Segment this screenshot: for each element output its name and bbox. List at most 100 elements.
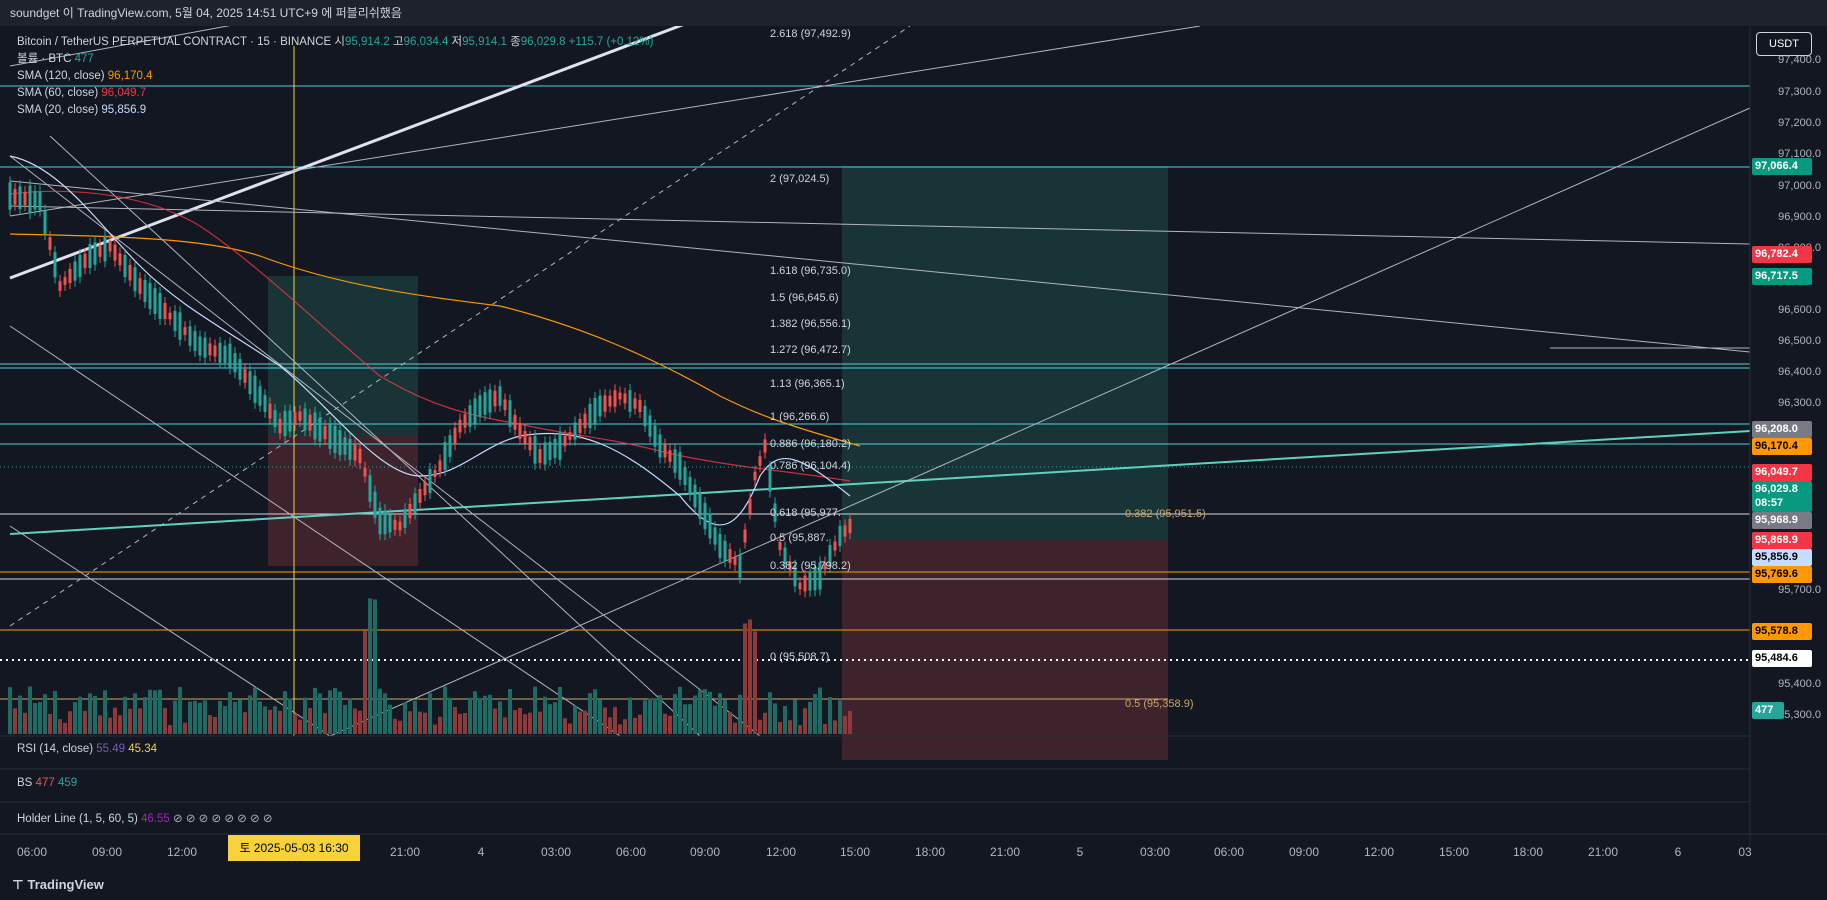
volume-bar (503, 717, 507, 734)
sma-60-line[interactable] (9, 190, 851, 482)
rsi-pane-legend[interactable]: RSI (14, close) 55.49 45.34 (17, 743, 158, 755)
volume-bar (373, 599, 377, 734)
volume-bar (463, 713, 467, 734)
fib-level-label: 0 (95,508.7) (770, 651, 830, 663)
symbol-row[interactable]: Bitcoin / TetherUS PERPETUAL CONTRACT · … (17, 36, 654, 48)
volume-bar (228, 692, 232, 734)
price-tag: 95,484.6 (1752, 650, 1812, 667)
volume-bar (548, 704, 552, 734)
volume-bar (733, 722, 737, 734)
volume-bar (428, 693, 432, 734)
price-axis-label: 96,300.0 (1778, 397, 1821, 409)
time-axis-label: 03 (1738, 845, 1752, 859)
volume-bar (533, 686, 537, 734)
trendline-up-1[interactable] (9, 26, 1201, 217)
volume-bar (63, 722, 67, 734)
price-axis-label: 96,600.0 (1778, 304, 1821, 316)
fib-level-label: 2.618 (97,492.9) (770, 28, 851, 40)
bs-pane-legend[interactable]: BS 477 459 (17, 777, 78, 789)
symbol-title[interactable]: Bitcoin / TetherUS PERPETUAL CONTRACT · … (17, 36, 332, 48)
long-position-profit-zone-2[interactable] (842, 166, 1168, 540)
volume-bar (43, 694, 47, 734)
volume-legend[interactable]: 볼륨 · BTC 477 (17, 53, 94, 65)
sma-20-line[interactable] (9, 155, 851, 526)
fib-level-label: 0.786 (96,104.4) (770, 460, 851, 472)
chart-canvas[interactable] (0, 26, 1827, 846)
trendline-teal[interactable] (9, 430, 1751, 535)
price-tag: 96,029.8 (1752, 481, 1812, 498)
fib-level-label: 0.618 (95,977. (770, 507, 841, 519)
volume-bar (658, 695, 662, 734)
volume-bar (578, 711, 582, 734)
trendline-up-3[interactable] (329, 107, 1751, 737)
fib-level-label: 0.382 (95,951.5) (1125, 508, 1206, 520)
sma-120-line[interactable] (9, 233, 861, 447)
volume-bar (113, 707, 117, 734)
volume-bar (233, 701, 237, 734)
volume-bar (638, 714, 642, 734)
fib-level-label: 0.886 (96,180.2) (770, 438, 851, 450)
trendline-down-2[interactable] (9, 205, 1751, 245)
volume-bar (273, 706, 277, 734)
volume-bar (668, 715, 672, 734)
volume-bar (68, 711, 72, 734)
trendline-fall-2[interactable] (49, 135, 701, 737)
time-axis-label: 09:00 (689, 845, 721, 859)
volume-bar (308, 708, 312, 734)
sma60-legend[interactable]: SMA (60, close) 96,049.7 (17, 87, 147, 99)
volume-bar (238, 699, 242, 734)
volume-bar (818, 687, 822, 734)
volume-bar (223, 706, 227, 734)
volume-bar (18, 695, 22, 734)
volume-bar (623, 719, 627, 734)
volume-bar (148, 689, 152, 734)
sma120-legend[interactable]: SMA (120, close) 96,170.4 (17, 70, 153, 82)
volume-bar (453, 707, 457, 734)
volume-bar (493, 708, 497, 734)
footer-brand[interactable]: ⊤ TradingView (0, 870, 1827, 900)
price-axis-label: 95,700.0 (1778, 584, 1821, 596)
long-position-profit-zone[interactable] (268, 276, 418, 436)
time-axis-label: 06:00 (1213, 845, 1245, 859)
volume-bar (423, 712, 427, 734)
price-axis-label: 97,200.0 (1778, 117, 1821, 129)
trendline-fall-3[interactable] (9, 325, 621, 737)
volume-bar (488, 694, 492, 734)
volume-bar (718, 693, 722, 734)
holder-pane-legend[interactable]: Holder Line (1, 5, 60, 5) 46.55 ⊘ ⊘ ⊘ ⊘ … (17, 813, 273, 825)
candlestick-series[interactable] (8, 176, 852, 598)
price-tag: 96,208.0 (1752, 421, 1812, 438)
price-tag: 95,868.9 (1752, 532, 1812, 549)
chart-area[interactable] (0, 26, 1827, 846)
volume-bar (688, 704, 692, 734)
trendline-thick[interactable] (9, 26, 706, 280)
price-tag: 95,856.9 (1752, 549, 1812, 566)
volume-bar (413, 700, 417, 734)
sma20-legend[interactable]: SMA (20, close) 95,856.9 (17, 104, 147, 116)
time-axis-label: 4 (477, 845, 485, 859)
time-axis-label: 03:00 (540, 845, 572, 859)
currency-button[interactable]: USDT (1756, 32, 1812, 56)
trendline-fall-1[interactable] (9, 155, 761, 737)
volume-bar (828, 697, 832, 734)
trendline-down-1[interactable] (9, 180, 1751, 353)
volume-bar (123, 696, 127, 734)
volume-bar (798, 725, 802, 734)
volume-bar (143, 697, 147, 734)
trendline-fall-4[interactable] (9, 525, 331, 737)
fib-level-label: 0.5 (95,887. (770, 532, 829, 544)
long-position-loss-zone[interactable] (268, 436, 418, 566)
price-axis-label: 95,400.0 (1778, 678, 1821, 690)
volume-bar (448, 697, 452, 734)
time-axis-label: 09:00 (91, 845, 123, 859)
price-tag: 96,049.7 (1752, 464, 1812, 481)
volume-bar (358, 710, 362, 734)
fib-level-label: 1.13 (96,365.1) (770, 378, 845, 390)
volume-bar (33, 702, 37, 734)
change-value: +115.7 (+0.12%) (568, 36, 654, 48)
price-tag: 96,717.5 (1752, 268, 1812, 285)
high-value: 96,034.4 (403, 36, 449, 48)
long-position-loss-zone-2[interactable] (842, 540, 1168, 760)
price-tag: 97,066.4 (1752, 158, 1812, 175)
volume-bar (808, 701, 812, 734)
